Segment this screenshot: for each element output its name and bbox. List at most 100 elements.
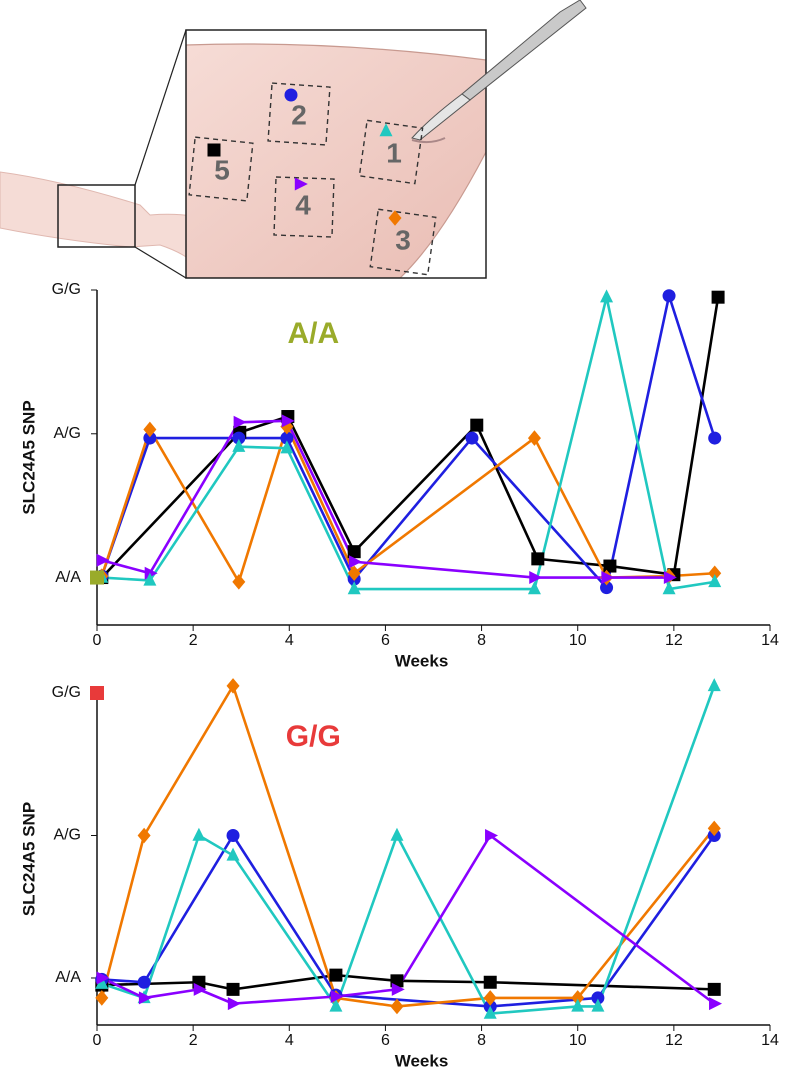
series-line <box>101 834 716 1005</box>
marker <box>571 990 585 1006</box>
marker <box>226 678 240 694</box>
marker <box>347 545 361 559</box>
marker <box>390 827 404 841</box>
site-label: 5 <box>214 154 230 185</box>
marker <box>95 975 109 989</box>
x-tick-label: 14 <box>761 632 779 649</box>
marker <box>527 430 541 446</box>
site-label: 2 <box>291 99 307 130</box>
marker <box>470 418 484 432</box>
marker <box>529 571 543 585</box>
series-line <box>100 294 716 589</box>
illustration: 1 2 3 4 5 <box>0 0 587 279</box>
zoom-line <box>134 246 187 279</box>
marker <box>663 571 677 585</box>
marker <box>95 990 109 1006</box>
marker <box>709 997 723 1011</box>
inset-frame <box>185 29 487 279</box>
annotation: A/A <box>287 317 339 350</box>
annotation: G/G <box>286 720 341 753</box>
y-tick-label: G/G <box>52 281 81 298</box>
marker <box>591 991 605 1005</box>
marker <box>329 968 343 982</box>
x-tick-label: 6 <box>381 632 390 649</box>
x-axis-label: Weeks <box>395 1051 449 1070</box>
marker <box>143 572 157 586</box>
x-tick-label: 8 <box>477 1032 486 1049</box>
marker <box>143 421 157 438</box>
y-tick-label: A/A <box>55 569 81 586</box>
series-line <box>101 419 670 579</box>
marker <box>193 982 207 996</box>
x-tick-label: 8 <box>477 632 486 649</box>
marker <box>232 574 246 590</box>
x-tick-label: 10 <box>569 1032 587 1049</box>
marker <box>485 828 499 842</box>
series-line <box>100 684 716 1008</box>
marker <box>483 1005 497 1019</box>
marker <box>707 820 721 837</box>
marker <box>707 982 721 996</box>
y-tick-label: A/G <box>53 425 81 442</box>
marker <box>226 847 240 861</box>
genotype-marker <box>90 570 104 585</box>
marker <box>708 565 722 582</box>
marker <box>708 574 722 588</box>
x-tick-label: 6 <box>381 1032 390 1049</box>
marker <box>600 289 614 303</box>
marker <box>232 438 246 452</box>
scalpel <box>411 0 587 144</box>
marker <box>601 571 615 585</box>
marker <box>192 827 206 841</box>
site-marker <box>379 123 393 137</box>
marker <box>226 828 240 842</box>
zoom-box <box>57 184 136 248</box>
x-axis-label: Weeks <box>395 651 449 670</box>
marker <box>662 289 676 303</box>
marker <box>138 991 152 1005</box>
site-marker <box>207 143 221 157</box>
x-tick-label: 12 <box>665 632 683 649</box>
site-marker <box>294 177 308 191</box>
x-tick-label: 12 <box>665 1032 683 1049</box>
marker <box>347 581 361 595</box>
genotype-marker <box>90 686 104 700</box>
x-tick-label: 0 <box>93 1032 102 1049</box>
y-axis-label: SLC24A5 SNP <box>19 802 38 916</box>
marker <box>600 581 614 595</box>
x-tick-label: 14 <box>761 1032 779 1049</box>
site-marker <box>284 88 298 102</box>
marker <box>137 827 151 844</box>
marker <box>483 990 497 1006</box>
marker <box>465 431 479 445</box>
marker <box>708 431 722 445</box>
series-line <box>100 425 715 584</box>
y-axis-label: SLC24A5 SNP <box>19 400 38 514</box>
marker <box>144 566 158 580</box>
marker <box>96 971 110 985</box>
site-marker <box>388 210 402 226</box>
y-tick-label: A/A <box>55 969 81 986</box>
marker <box>391 982 405 996</box>
marker <box>390 998 404 1015</box>
site-label: 1 <box>386 137 402 168</box>
marker <box>711 290 725 304</box>
marker <box>527 581 541 595</box>
marker <box>483 975 497 989</box>
marker <box>96 553 110 567</box>
site-label: 3 <box>395 224 411 255</box>
marker <box>232 431 246 445</box>
marker <box>280 440 294 454</box>
marker <box>571 998 585 1012</box>
series-line <box>101 685 716 1015</box>
marker <box>330 990 344 1004</box>
x-tick-label: 2 <box>189 1032 198 1049</box>
y-tick-label: G/G <box>52 684 81 701</box>
site-label: 4 <box>295 189 311 220</box>
marker <box>226 982 240 996</box>
x-tick-label: 0 <box>93 632 102 649</box>
x-tick-label: 2 <box>189 632 198 649</box>
marker <box>143 431 157 445</box>
x-tick-label: 10 <box>569 632 587 649</box>
x-tick-label: 4 <box>285 632 294 649</box>
